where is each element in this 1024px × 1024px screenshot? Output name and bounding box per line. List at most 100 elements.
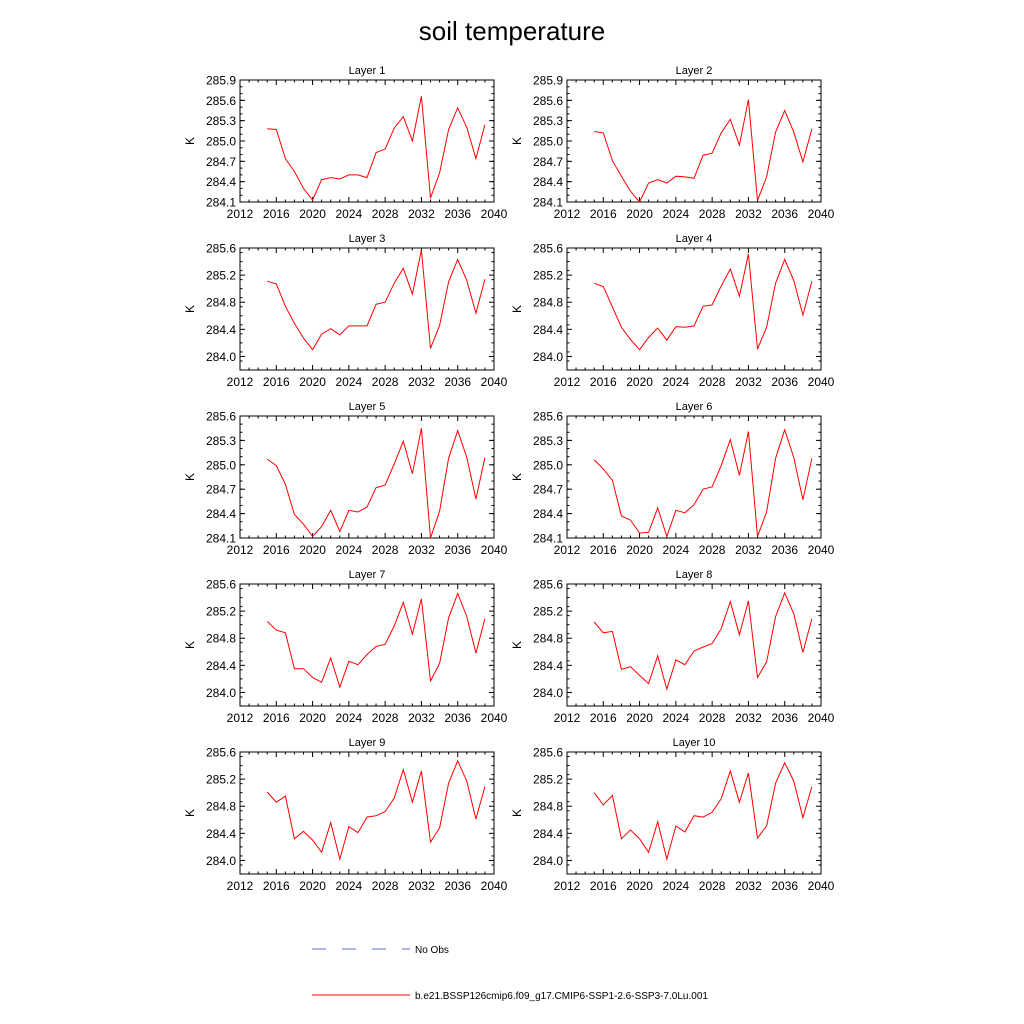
layer-6-ytick-label: 284.7 <box>533 483 563 497</box>
layer-2-xtick-label: 2020 <box>626 207 653 221</box>
layer-5-ytick-label: 285.0 <box>206 458 236 472</box>
layer-1-xtick-label: 2040 <box>481 207 508 221</box>
layer-6-ytick-label: 284.4 <box>533 507 563 521</box>
layer-4-xtick-label: 2028 <box>699 375 726 389</box>
layer-6-xtick-label: 2036 <box>771 543 798 557</box>
layer-8-panel: Layer 8 K 2012 2016 2020 2024 2028 2032 2036 2040… <box>510 569 835 725</box>
layer-8-ytick-label: 285.6 <box>533 578 563 592</box>
layer-6-ytick-label: 285.3 <box>533 434 563 448</box>
layer-5-title: Layer 5 <box>349 401 386 413</box>
layer-5-frame <box>239 415 495 539</box>
layer-6-xtick-label: 2024 <box>663 543 690 557</box>
layer-9-ytick-label: 284.8 <box>206 800 236 814</box>
legend: No Obs b.e21.BSSP126cmip6.f09_g17.CMIP6-… <box>312 945 708 1002</box>
layer-8-xtick-label: 2036 <box>771 711 798 725</box>
layer-2-ytick-label: 285.3 <box>533 114 563 128</box>
layer-10-ytick-label: 284.8 <box>533 800 563 814</box>
layer-6-ylabel: K <box>510 473 524 481</box>
layer-5-xtick-label: 2024 <box>336 543 363 557</box>
layer-4-xtick-label: 2032 <box>735 375 762 389</box>
layer-7-ylabel: K <box>183 641 197 649</box>
layer-5-xtick-label: 2016 <box>263 543 290 557</box>
layer-10-panel: Layer 10 K 2012 2016 2020 2024 2028 2032 2036 204… <box>510 737 835 893</box>
layer-1-xtick-label: 2020 <box>299 207 326 221</box>
layer-7-ytick-label: 284.8 <box>206 632 236 646</box>
layer-5-ytick-label: 285.3 <box>206 434 236 448</box>
legend-no-obs-label: No Obs <box>415 945 449 956</box>
layer-6-title: Layer 6 <box>676 401 713 413</box>
layer-6-xtick-label: 2040 <box>808 543 835 557</box>
layer-4-ytick-label: 285.6 <box>533 242 563 256</box>
layer-9-ytick-label: 285.6 <box>206 746 236 760</box>
layer-1-xtick-label: 2028 <box>372 207 399 221</box>
layer-1-ytick-label: 285.3 <box>206 114 236 128</box>
layer-4-xtick-label: 2036 <box>771 375 798 389</box>
layer-3-ytick-label: 284.8 <box>206 296 236 310</box>
layer-9-title: Layer 9 <box>349 737 386 749</box>
layer-4-title: Layer 4 <box>676 233 713 245</box>
layer-3-xtick-label: 2020 <box>299 375 326 389</box>
layer-8-xtick-label: 2012 <box>554 711 581 725</box>
figure-title: soil temperature <box>419 16 605 46</box>
layer-1-xtick-label: 2036 <box>444 207 471 221</box>
layer-9-xtick-label: 2032 <box>408 879 435 893</box>
layer-7-xtick-label: 2036 <box>444 711 471 725</box>
layer-10-title: Layer 10 <box>673 737 716 749</box>
layer-1-xtick-label: 2024 <box>336 207 363 221</box>
layer-2-xtick-label: 2028 <box>699 207 726 221</box>
layer-4-xtick-label: 2012 <box>554 375 581 389</box>
layer-7-xtick-label: 2040 <box>481 711 508 725</box>
layer-10-xtick-label: 2020 <box>626 879 653 893</box>
layer-9-xtick-label: 2016 <box>263 879 290 893</box>
layer-7-xtick-label: 2032 <box>408 711 435 725</box>
layer-4-ytick-label: 284.8 <box>533 296 563 310</box>
layer-2-ylabel: K <box>510 137 524 145</box>
layer-10-frame <box>566 751 822 875</box>
layer-5-series-line <box>266 428 486 539</box>
layer-10-ytick-label: 285.2 <box>533 773 563 787</box>
layer-2-frame <box>566 79 822 203</box>
layer-7-ytick-label: 284.0 <box>206 686 236 700</box>
layer-7-ytick-label: 284.4 <box>206 659 236 673</box>
layer-7-xtick-label: 2020 <box>299 711 326 725</box>
layer-6-xtick-label: 2012 <box>554 543 581 557</box>
layer-8-title: Layer 8 <box>676 569 713 581</box>
layer-10-ytick-label: 284.0 <box>533 854 563 868</box>
layer-1-ytick-label: 285.0 <box>206 135 236 149</box>
layer-2-xtick-label: 2040 <box>808 207 835 221</box>
layer-1-title: Layer 1 <box>349 65 386 77</box>
layer-4-xtick-label: 2040 <box>808 375 835 389</box>
layer-10-xtick-label: 2032 <box>735 879 762 893</box>
layer-8-ytick-label: 284.0 <box>533 686 563 700</box>
layer-3-frame <box>239 247 495 371</box>
layer-2-ytick-label: 284.7 <box>533 155 563 169</box>
layer-7-xtick-label: 2024 <box>336 711 363 725</box>
layer-2-xtick-label: 2032 <box>735 207 762 221</box>
layer-6-ytick-label: 285.6 <box>533 410 563 424</box>
layer-6-series-line <box>593 428 813 538</box>
layer-10-xtick-label: 2024 <box>663 879 690 893</box>
layer-3-ytick-label: 285.2 <box>206 269 236 283</box>
layer-2-ytick-label: 285.0 <box>533 135 563 149</box>
layer-3-xtick-label: 2036 <box>444 375 471 389</box>
layer-3-series-line <box>267 249 486 351</box>
layer-7-ytick-label: 285.2 <box>206 605 236 619</box>
layer-7-xtick-label: 2028 <box>372 711 399 725</box>
panel-grid: Layer 1 K 2012 2016 2020 2024 2028 2032 2036 2040… <box>183 65 835 893</box>
layer-3-panel: Layer 3 K 2012 2016 2020 2024 2028 2032 2036 2040… <box>183 233 508 389</box>
layer-1-ytick-label: 284.1 <box>206 196 236 210</box>
layer-5-ylabel: K <box>183 473 197 481</box>
layer-10-ytick-label: 284.4 <box>533 827 563 841</box>
layer-3-xtick-label: 2028 <box>372 375 399 389</box>
layer-4-ylabel: K <box>510 305 524 313</box>
layer-9-frame <box>239 751 495 875</box>
layer-3-xtick-label: 2032 <box>408 375 435 389</box>
layer-2-panel: Layer 2 K 2012 2016 2020 2024 2028 2032 2036 2040… <box>510 65 835 221</box>
layer-9-ytick-label: 284.4 <box>206 827 236 841</box>
layer-10-xtick-label: 2040 <box>808 879 835 893</box>
layer-5-xtick-label: 2036 <box>444 543 471 557</box>
layer-9-panel: Layer 9 K 2012 2016 2020 2024 2028 2032 2036 2040… <box>183 737 508 893</box>
layer-6-panel: Layer 6 K 2012 2016 2020 2024 2028 2032 2036 2040… <box>510 401 835 557</box>
layer-3-ylabel: K <box>183 305 197 313</box>
